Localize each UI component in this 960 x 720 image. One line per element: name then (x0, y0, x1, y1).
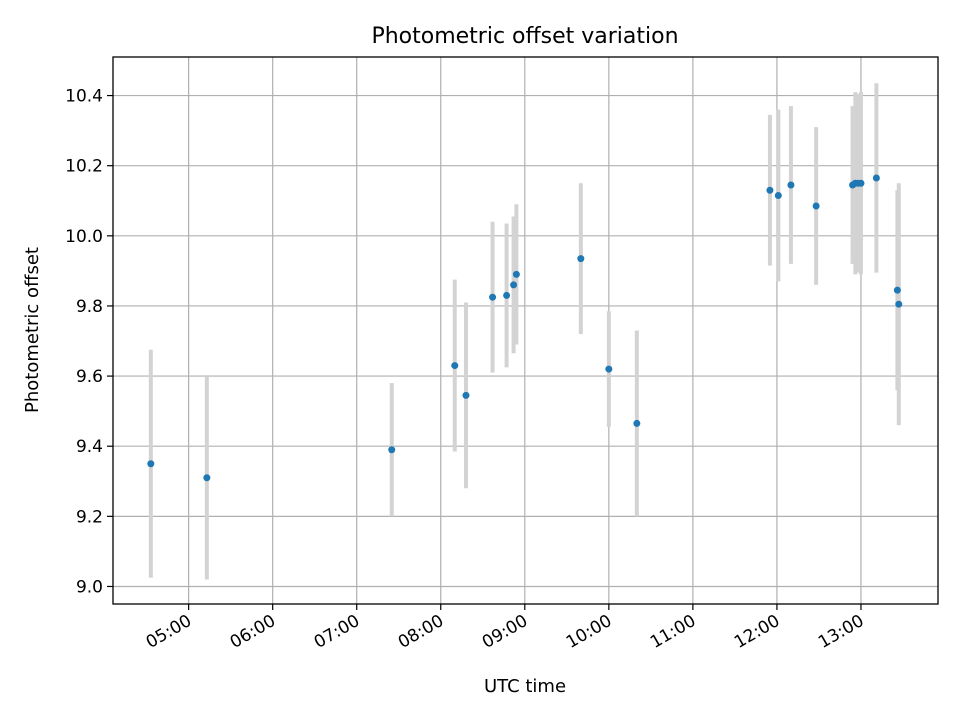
data-point (503, 291, 511, 299)
data-point (872, 174, 880, 182)
y-tick-label: 9.6 (76, 367, 103, 387)
data-point (147, 460, 155, 468)
data-point (857, 179, 865, 187)
plot-frame (112, 56, 939, 605)
y-tick-label: 10.4 (65, 87, 103, 107)
y-tick-label: 10.2 (65, 157, 103, 177)
x-tick-label: 05:00 (143, 611, 195, 653)
data-point (462, 391, 470, 399)
y-axis-label: Photometric offset (22, 247, 43, 413)
y-tick-label: 9.2 (76, 507, 103, 527)
x-tick-label: 11:00 (647, 611, 699, 653)
data-point (451, 362, 459, 370)
x-tick-label: 07:00 (311, 611, 363, 653)
data-point (812, 202, 820, 210)
data-point (605, 365, 613, 373)
data-point (512, 270, 520, 278)
x-tick-label: 06:00 (227, 611, 279, 653)
x-tick-label: 13:00 (815, 611, 867, 653)
data-point (895, 300, 903, 308)
x-tick-label: 08:00 (395, 611, 447, 653)
data-point (577, 255, 585, 263)
y-tick-label: 9.4 (76, 437, 103, 457)
data-point (203, 474, 211, 482)
data-points (147, 174, 903, 482)
chart-title: Photometric offset variation (371, 24, 678, 49)
data-point (388, 446, 396, 454)
data-point (633, 419, 641, 427)
data-point (893, 286, 901, 294)
x-tick-label: 09:00 (479, 611, 531, 653)
data-point (510, 281, 518, 289)
x-axis-ticks: 05:00 06:00 07:00 08:00 09:00 10:00 11:00 12:00… (143, 604, 867, 653)
y-tick-label: 10.0 (65, 227, 103, 247)
x-tick-label: 12:00 (731, 611, 783, 653)
data-point (766, 186, 774, 194)
y-axis-ticks: 9.0 9.2 9.4 9.6 9.8 10.0 10.2 10.4 (65, 87, 113, 597)
x-tick-label: 10:00 (563, 611, 615, 653)
y-tick-label: 9.8 (76, 297, 103, 317)
x-axis-label: UTC time (484, 676, 566, 697)
y-tick-label: 9.0 (76, 577, 103, 597)
data-point (774, 192, 782, 200)
data-point (489, 293, 497, 301)
data-point (787, 181, 795, 189)
